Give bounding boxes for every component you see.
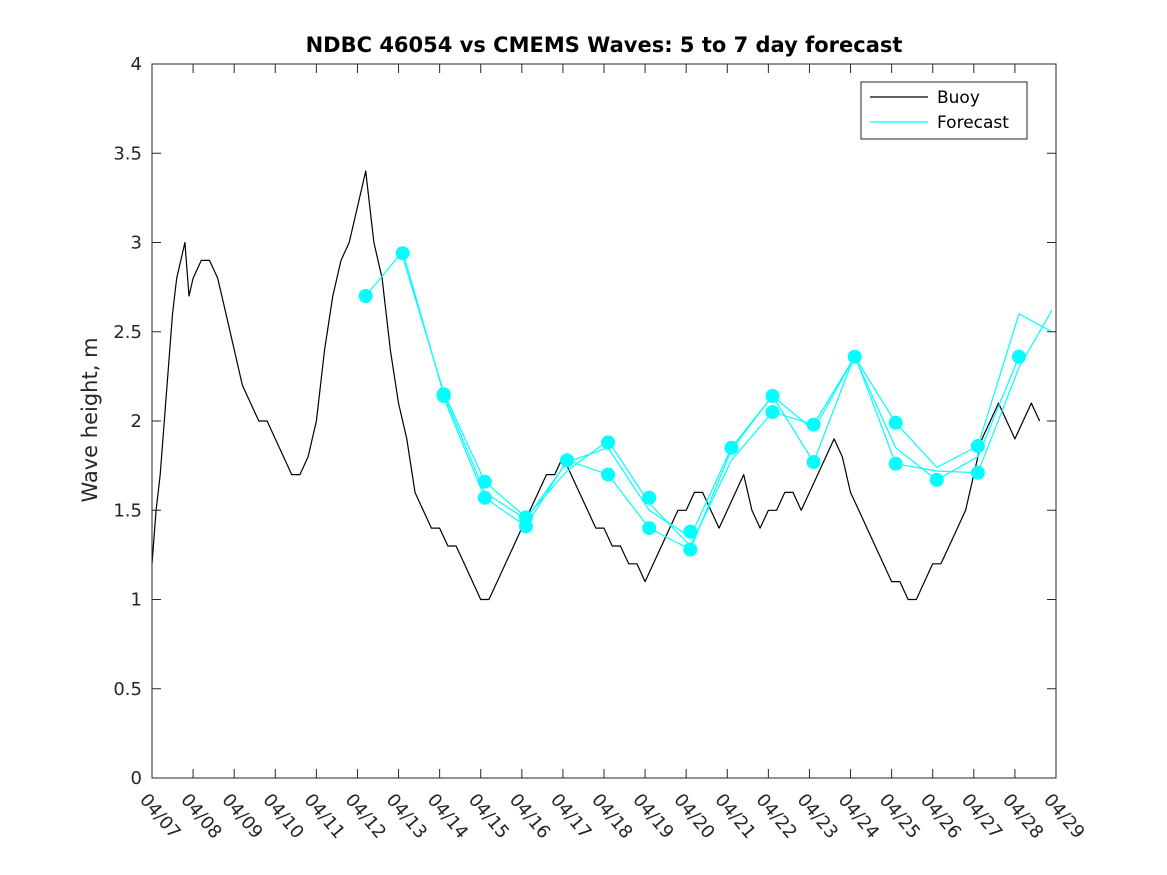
forecast-marker bbox=[806, 455, 821, 470]
forecast-marker bbox=[642, 490, 657, 505]
y-tick-label: 4 bbox=[131, 54, 142, 75]
forecast-marker bbox=[683, 542, 698, 557]
forecast-marker bbox=[642, 521, 657, 536]
y-tick-label: 2 bbox=[131, 411, 142, 432]
forecast-marker bbox=[1012, 349, 1026, 364]
y-axis-label: Wave height, m bbox=[78, 337, 102, 502]
forecast-marker bbox=[724, 440, 739, 455]
y-tick-label: 1.5 bbox=[113, 500, 142, 521]
forecast-series-line-3 bbox=[443, 310, 1053, 551]
forecast-series-line-2 bbox=[402, 256, 1053, 547]
y-tick-label: 3.5 bbox=[113, 143, 142, 164]
legend: Buoy Forecast bbox=[860, 81, 1028, 140]
forecast-marker bbox=[518, 519, 533, 534]
axes-background bbox=[152, 64, 1056, 778]
forecast-marker bbox=[888, 415, 903, 430]
forecast-marker bbox=[683, 524, 698, 539]
y-tick-label: 0 bbox=[131, 768, 142, 789]
legend-forecast-label: Forecast bbox=[937, 113, 1009, 133]
y-tick-label: 3 bbox=[131, 233, 142, 254]
legend-box bbox=[860, 81, 1028, 140]
forecast-marker bbox=[601, 435, 616, 450]
forecast-marker bbox=[970, 439, 985, 453]
forecast-marker bbox=[888, 456, 903, 471]
forecast-marker bbox=[765, 389, 780, 403]
forecast-marker bbox=[601, 467, 616, 482]
y-axis: 0 0.5 1 1.5 2 2.5 3 3.5 4 bbox=[113, 54, 1056, 789]
legend-buoy-label: Buoy bbox=[937, 88, 980, 108]
forecast-marker bbox=[358, 289, 373, 303]
forecast-marker bbox=[477, 474, 492, 489]
forecast-marker bbox=[560, 453, 574, 468]
forecast-marker bbox=[477, 490, 492, 505]
buoy-series-line bbox=[151, 170, 1041, 601]
forecast-marker bbox=[847, 349, 862, 364]
y-tick-label: 1 bbox=[131, 590, 142, 611]
forecast-marker bbox=[806, 417, 821, 432]
forecast-marker bbox=[436, 389, 451, 403]
forecast-marker bbox=[970, 465, 985, 480]
y-tick-label: 0.5 bbox=[113, 679, 142, 700]
y-tick-label: 2.5 bbox=[113, 322, 142, 343]
forecast-marker bbox=[929, 472, 944, 487]
chart-title: NDBC 46054 vs CMEMS Waves: 5 to 7 day fo… bbox=[306, 33, 903, 57]
forecast-marker bbox=[765, 405, 780, 420]
forecast-marker bbox=[395, 246, 410, 261]
plot-area bbox=[151, 63, 1057, 779]
